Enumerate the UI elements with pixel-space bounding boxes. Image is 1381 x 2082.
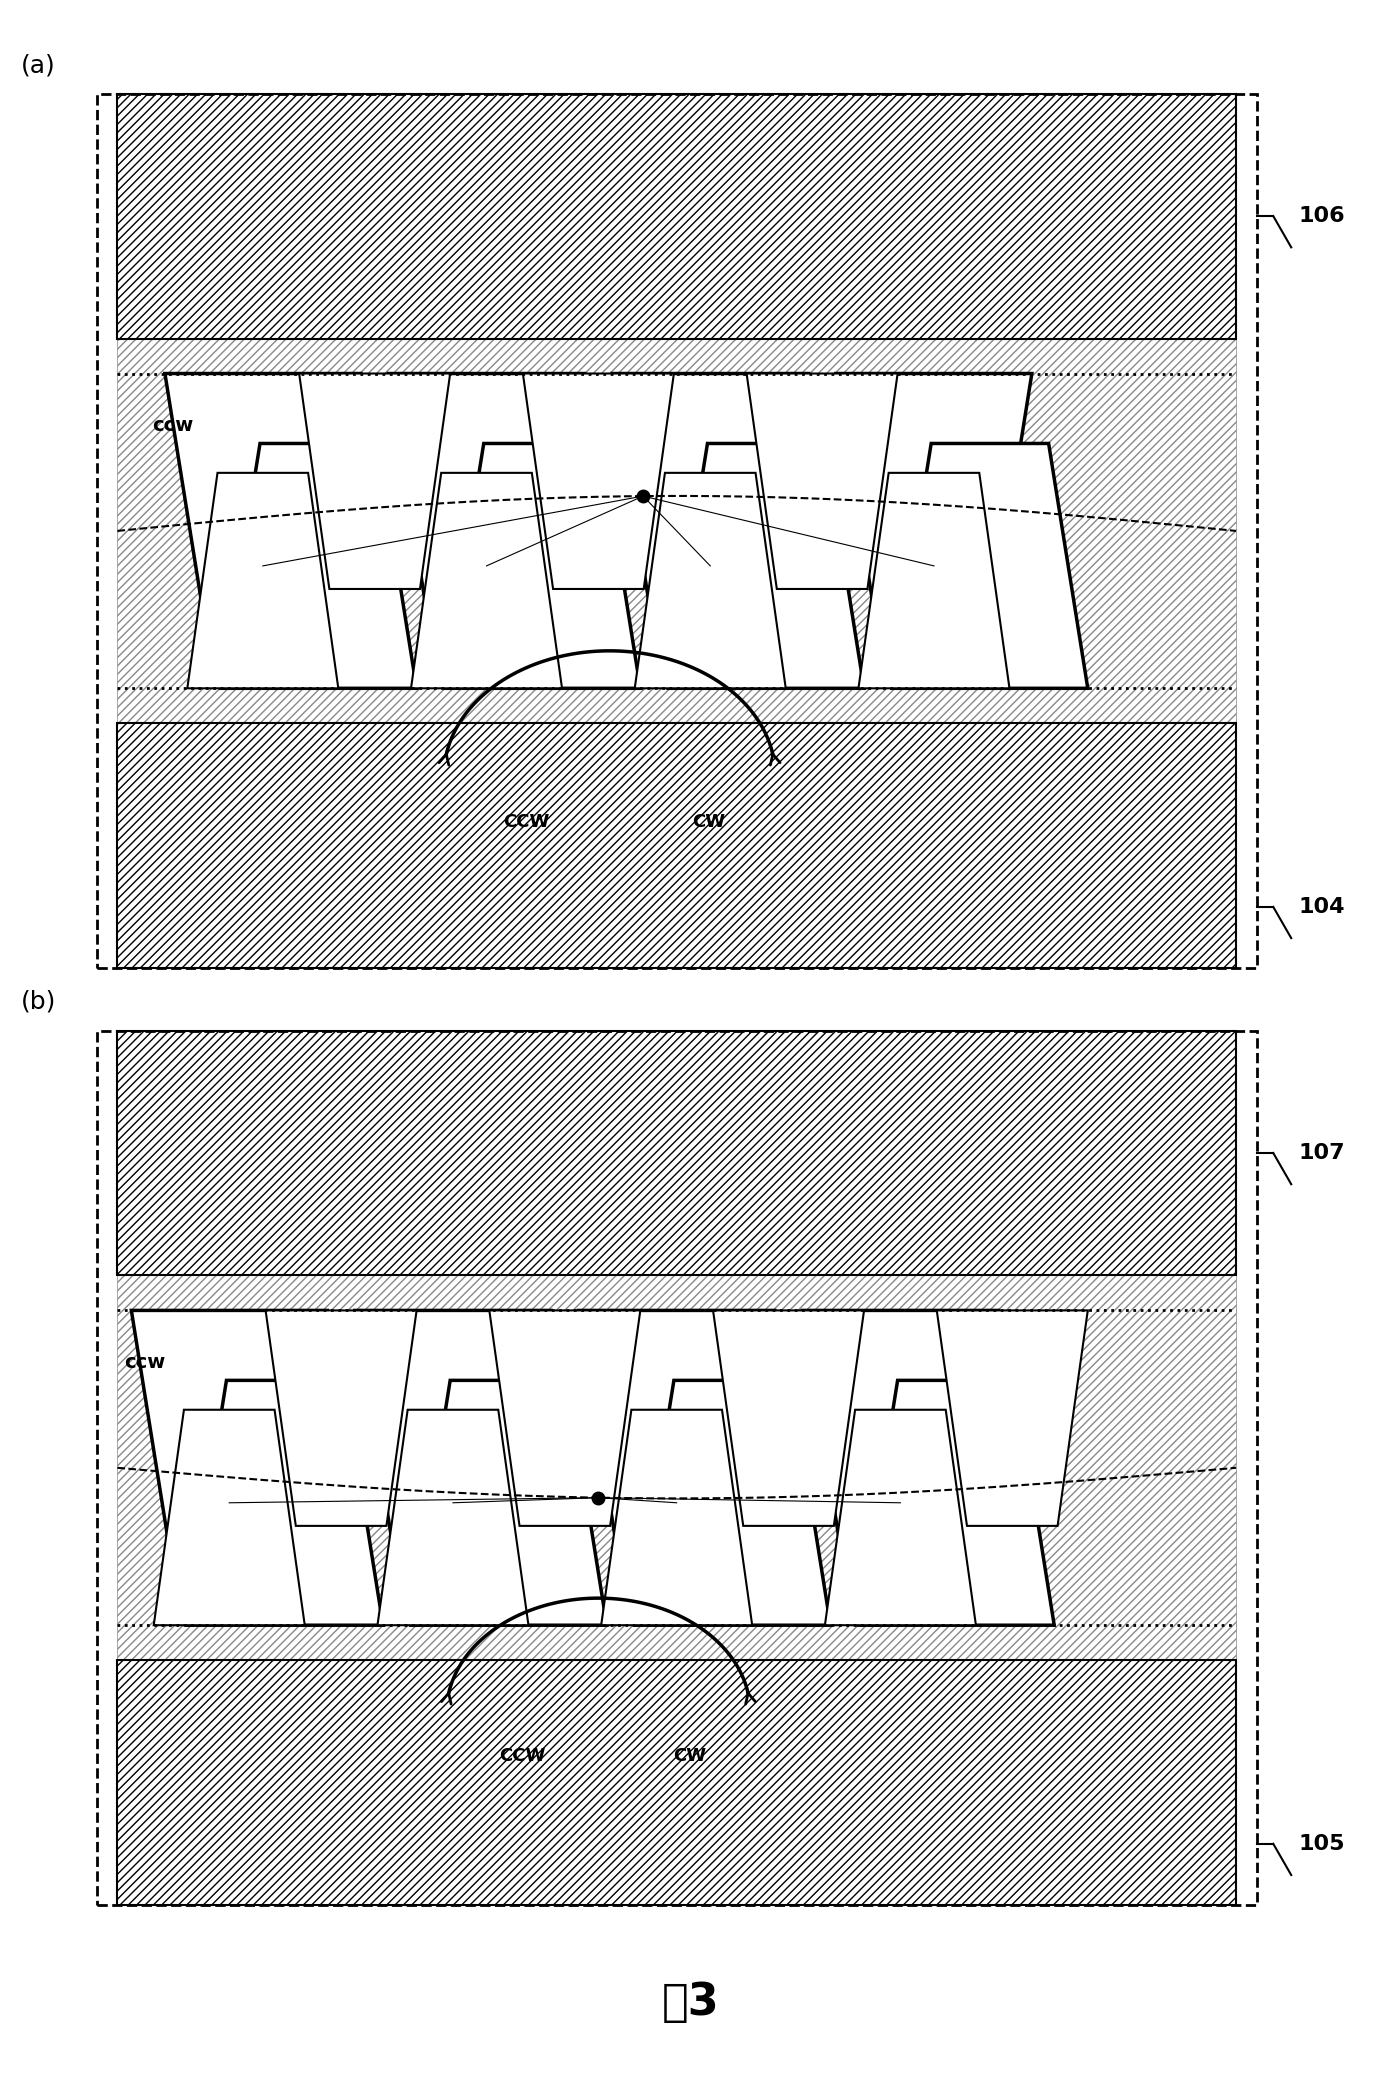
Polygon shape bbox=[188, 473, 338, 689]
Bar bbox=[117, 94, 1236, 339]
Text: 106: 106 bbox=[1298, 206, 1345, 227]
Polygon shape bbox=[836, 373, 1032, 618]
Polygon shape bbox=[412, 473, 562, 689]
Polygon shape bbox=[153, 1410, 305, 1626]
Polygon shape bbox=[412, 1380, 606, 1626]
Polygon shape bbox=[221, 443, 417, 689]
Polygon shape bbox=[635, 1380, 830, 1626]
Text: CW: CW bbox=[673, 1747, 706, 1766]
Text: CCW: CCW bbox=[500, 1747, 545, 1766]
Polygon shape bbox=[388, 373, 584, 618]
Text: 107: 107 bbox=[1298, 1143, 1345, 1164]
Polygon shape bbox=[859, 473, 1010, 689]
Polygon shape bbox=[579, 1310, 775, 1555]
Bar bbox=[117, 722, 1236, 968]
Bar bbox=[97, 94, 1257, 968]
Polygon shape bbox=[601, 1410, 753, 1626]
Bar bbox=[117, 1659, 1236, 1905]
Polygon shape bbox=[747, 373, 898, 589]
Polygon shape bbox=[802, 1310, 998, 1555]
Polygon shape bbox=[489, 1310, 641, 1526]
Polygon shape bbox=[892, 443, 1088, 689]
Text: 105: 105 bbox=[1298, 1834, 1345, 1853]
Bar bbox=[117, 722, 1236, 968]
Text: 图3: 图3 bbox=[661, 1982, 720, 2024]
Polygon shape bbox=[377, 1410, 529, 1626]
Text: 104: 104 bbox=[1298, 897, 1345, 916]
Polygon shape bbox=[445, 443, 641, 689]
Polygon shape bbox=[265, 1310, 417, 1526]
Text: (b): (b) bbox=[21, 989, 57, 1014]
Polygon shape bbox=[859, 1380, 1054, 1626]
Polygon shape bbox=[188, 1380, 383, 1626]
Polygon shape bbox=[612, 373, 808, 618]
Bar bbox=[117, 94, 1236, 968]
Polygon shape bbox=[713, 1310, 865, 1526]
Bar bbox=[117, 1031, 1236, 1276]
Polygon shape bbox=[668, 443, 865, 689]
Bar bbox=[117, 1659, 1236, 1905]
Polygon shape bbox=[936, 1310, 1088, 1526]
Bar bbox=[117, 1031, 1236, 1276]
Text: (a): (a) bbox=[21, 52, 55, 77]
Bar bbox=[117, 1031, 1236, 1905]
Text: CCW: CCW bbox=[504, 814, 550, 831]
Bar bbox=[117, 94, 1236, 339]
Text: CW: CW bbox=[692, 814, 725, 831]
Polygon shape bbox=[131, 1310, 327, 1555]
Text: ccw: ccw bbox=[124, 1353, 166, 1372]
Polygon shape bbox=[635, 473, 786, 689]
Bar bbox=[97, 1031, 1257, 1905]
Polygon shape bbox=[824, 1410, 976, 1626]
Text: ccw: ccw bbox=[152, 416, 193, 435]
Polygon shape bbox=[355, 1310, 551, 1555]
Polygon shape bbox=[300, 373, 450, 589]
Polygon shape bbox=[523, 373, 674, 589]
Polygon shape bbox=[164, 373, 360, 618]
